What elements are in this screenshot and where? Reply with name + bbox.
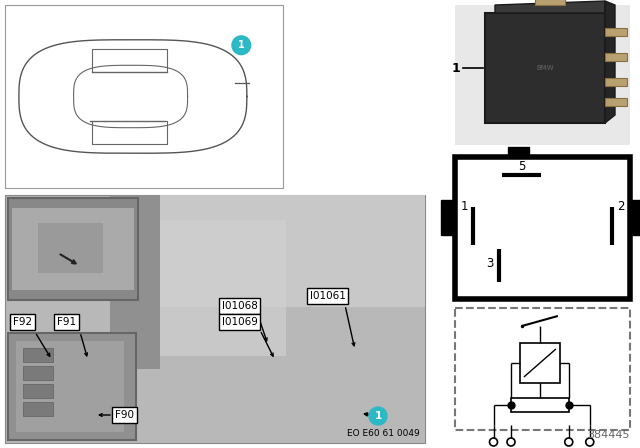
Text: EO E60 61 0049: EO E60 61 0049 [348, 429, 420, 438]
Circle shape [232, 36, 250, 54]
Bar [23, 384, 53, 398]
Bar [12, 208, 134, 290]
Bar [508, 147, 529, 157]
Text: F92: F92 [13, 317, 32, 327]
Bar [455, 157, 630, 299]
Bar [520, 343, 560, 383]
Bar [605, 53, 627, 61]
Bar [455, 308, 630, 430]
Bar [5, 5, 283, 188]
Text: F91: F91 [57, 317, 76, 327]
Bar [605, 28, 627, 36]
Circle shape [369, 407, 387, 425]
Bar [605, 98, 627, 106]
Text: 3: 3 [486, 257, 493, 270]
Text: 1: 1 [238, 40, 244, 50]
Bar [110, 195, 161, 369]
Bar [38, 223, 103, 273]
Bar [23, 366, 53, 380]
Text: I01068: I01068 [222, 301, 258, 311]
Bar [455, 5, 630, 145]
Bar [441, 200, 455, 235]
Text: I01061: I01061 [310, 291, 346, 301]
Bar [8, 198, 138, 300]
Text: 2: 2 [617, 200, 625, 213]
Bar [5, 195, 425, 443]
Bar [161, 220, 287, 356]
Bar [630, 200, 640, 235]
Text: 1: 1 [451, 61, 460, 74]
Text: 1: 1 [460, 200, 468, 213]
Bar [605, 78, 627, 86]
Bar [131, 195, 425, 306]
Bar [511, 398, 569, 412]
Bar [16, 341, 124, 432]
Bar [23, 402, 53, 416]
Text: 1: 1 [374, 411, 381, 421]
Text: 5: 5 [518, 160, 525, 173]
Text: BMW: BMW [536, 65, 554, 71]
Bar [8, 333, 136, 440]
Polygon shape [605, 1, 615, 123]
Text: I01069: I01069 [222, 317, 258, 327]
Bar [535, 0, 565, 5]
Bar [23, 348, 53, 362]
Text: F90: F90 [115, 410, 134, 420]
Bar [485, 13, 605, 123]
Text: 384445: 384445 [588, 430, 630, 440]
Polygon shape [495, 1, 605, 13]
